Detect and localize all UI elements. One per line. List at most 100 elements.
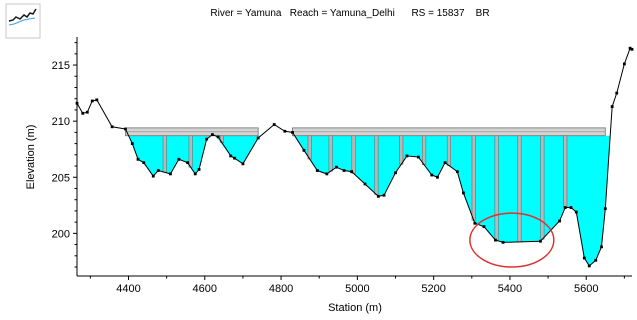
ground-point [142, 161, 146, 165]
ground-point [81, 111, 85, 115]
ground-point [130, 142, 134, 145]
ground-point [473, 221, 477, 225]
y-tick-label: 200 [52, 228, 70, 240]
ground-point [95, 98, 99, 102]
ground-point [558, 219, 561, 223]
bridge-pier [328, 135, 333, 172]
ground-point [615, 91, 619, 95]
ground-point [582, 256, 586, 260]
ground-point [603, 207, 607, 211]
ground-point [574, 210, 578, 214]
water-area [294, 135, 611, 266]
ground-point [462, 191, 465, 195]
ground-point [594, 258, 598, 262]
ground-point [569, 206, 573, 209]
bridge-pier [188, 135, 193, 168]
ground-point [186, 161, 190, 165]
x-tick-label: 4600 [193, 283, 217, 295]
bridge-pier [399, 135, 404, 165]
ground-point [350, 170, 354, 174]
ground-point [436, 175, 439, 179]
ground-point [233, 156, 236, 160]
bridge-pier [422, 135, 427, 166]
ground-point [430, 173, 434, 177]
y-tick-label: 210 [52, 116, 70, 128]
ground-point [256, 136, 260, 140]
ground-point [229, 154, 233, 158]
bridge-pier [374, 135, 379, 195]
ground-point [90, 99, 94, 103]
ground-point [443, 161, 447, 165]
ground-point [600, 245, 603, 249]
ground-point [363, 182, 367, 186]
ground-point [85, 110, 89, 114]
ground-point [136, 157, 140, 161]
x-ticks: 4400 4600 4800 5000 5200 5400 5600 [89, 276, 625, 295]
ground-point [587, 264, 591, 268]
water-fill-layer [128, 135, 611, 266]
ground-point [501, 240, 505, 244]
ground-point [291, 130, 294, 134]
ground-point [342, 169, 346, 172]
water-area [215, 135, 261, 164]
ground-point [193, 172, 197, 176]
x-tick-label: 4400 [116, 283, 140, 295]
x-tick-label: 5200 [421, 283, 445, 295]
ground-point [630, 47, 634, 51]
ground-point [216, 135, 220, 139]
ground-point [494, 238, 497, 242]
ground-point [151, 174, 155, 178]
ground-point [416, 155, 420, 159]
x-tick-label: 5600 [574, 283, 598, 295]
y-ticks: 200 205 210 215 [52, 42, 77, 268]
ground-point [334, 165, 338, 169]
ground-point [325, 172, 329, 176]
ground-point [241, 162, 245, 166]
axes [76, 37, 632, 277]
annotation-layer [469, 212, 555, 268]
y-axis-label: Elevation (m) [25, 125, 37, 190]
ground-point [272, 123, 276, 126]
annotation-ellipse [469, 212, 555, 268]
bridge-pier [517, 135, 522, 243]
ground-point [315, 169, 319, 172]
bridge-pier [540, 135, 545, 240]
bridge-pier [162, 135, 167, 173]
ground-point [197, 168, 201, 171]
ground-point [205, 137, 209, 141]
x-tick-label: 5400 [498, 283, 522, 295]
bridge-pier [563, 135, 568, 208]
ground-point [376, 194, 380, 198]
x-tick-label: 4800 [269, 283, 293, 295]
ground-point [622, 62, 626, 66]
x-tick-label: 5000 [345, 283, 369, 295]
ground-point [482, 225, 486, 229]
ground-point [169, 172, 172, 176]
x-axis-label: Station (m) [328, 302, 382, 314]
bridge-deck-layer [125, 127, 606, 137]
ground-point [539, 239, 542, 243]
ground-point [628, 46, 632, 50]
ground-profile-layer [75, 46, 634, 268]
cross-section-thumbnail-icon[interactable] [5, 3, 41, 39]
ground-point [283, 129, 287, 133]
ground-point [211, 133, 214, 137]
chart-title: River = Yamuna Reach = Yamuna_Delhi RS =… [210, 8, 489, 19]
ground-point [302, 148, 306, 152]
ground-point [156, 169, 160, 172]
bridge-pier [446, 135, 451, 166]
bridge-pier [471, 135, 476, 221]
ground-point [110, 125, 114, 129]
ground-point [405, 154, 409, 158]
ground-point [382, 193, 386, 197]
ground-point [394, 171, 397, 175]
ground-point [455, 170, 459, 174]
bridge-pier [494, 135, 499, 241]
y-tick-label: 215 [52, 60, 70, 72]
y-tick-label: 205 [52, 172, 70, 184]
ground-point [563, 206, 567, 209]
bridge-pier [307, 135, 312, 160]
ground-point [177, 157, 181, 161]
ground-point [124, 127, 127, 131]
